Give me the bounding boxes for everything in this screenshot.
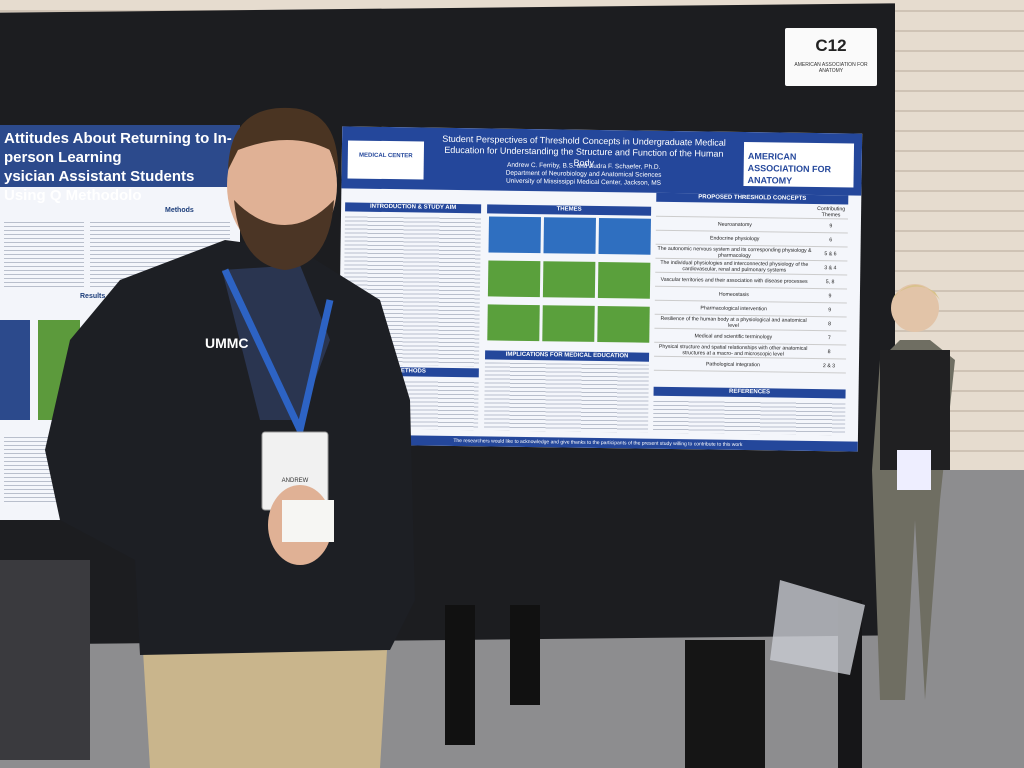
cup	[282, 500, 334, 542]
left-poster-header: Attitudes About Returning to In-person L…	[0, 125, 240, 204]
left-poster-title: Attitudes About Returning to In-person L…	[4, 130, 232, 166]
woman-head	[891, 284, 939, 332]
legs	[445, 605, 475, 745]
plastic-bag	[770, 580, 865, 675]
beard	[234, 200, 334, 270]
booth-number: C12	[815, 36, 847, 55]
jacket	[45, 240, 415, 655]
legs	[510, 605, 540, 705]
shirt	[222, 265, 330, 420]
result-box	[0, 320, 30, 420]
hair	[228, 107, 339, 175]
badge-name: ANDREW	[281, 478, 309, 484]
booth-sign: C12 AMERICAN ASSOCIATION FOR ANATOMY	[785, 28, 877, 86]
lanyard	[221, 268, 334, 441]
left-poster-title: ysician Assistant Students Using Q Metho…	[4, 168, 195, 204]
text-block	[4, 220, 84, 290]
section-title: Results	[80, 293, 106, 300]
sign-org: AMERICAN ASSOCIATION FOR ANATOMY	[794, 62, 868, 74]
person-back	[0, 560, 90, 760]
person-back	[685, 640, 765, 768]
woman-hair	[892, 285, 940, 300]
woman-badge	[897, 450, 931, 490]
jacket-logo: UMMC	[205, 335, 249, 351]
section-title: Methods	[165, 207, 194, 214]
